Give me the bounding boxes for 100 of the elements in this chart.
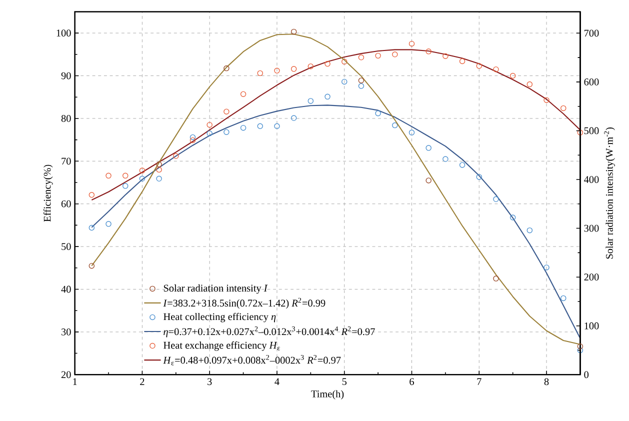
point: [324, 61, 330, 67]
x-tick-label: 3: [208, 378, 212, 386]
point: [577, 344, 584, 350]
point: [408, 41, 415, 47]
x-tick-label: 4: [274, 378, 280, 386]
y2-tick-label: 700: [584, 30, 599, 37]
point: [476, 63, 482, 70]
legend-label: Heat collecting efficiency η: [164, 313, 276, 322]
point: [526, 82, 533, 88]
point: [206, 130, 212, 137]
y-tick-label: 90: [61, 72, 71, 80]
point: [408, 130, 415, 136]
point: [106, 173, 112, 179]
point: [139, 176, 146, 182]
point: [190, 138, 196, 144]
point: [358, 83, 364, 90]
point: [290, 29, 297, 35]
point: [577, 348, 584, 354]
point: [173, 153, 179, 160]
point: [240, 125, 246, 131]
point: [88, 263, 95, 269]
y2-tick-label: 200: [584, 274, 599, 281]
point: [510, 73, 516, 79]
point: [139, 168, 146, 174]
y2-tick-label: 100: [584, 322, 599, 330]
point: [442, 53, 448, 60]
text: H$_{ε}$=0.48+0.097x+0.008x$^{2}$–0002x$^{3}$ R$^{2}$=0.97: [163, 355, 341, 366]
y-tick-label: 50: [62, 243, 71, 250]
y-tick-label: 20: [61, 371, 71, 378]
x-tick-label: 6: [410, 378, 414, 386]
y-tick-label: 80: [61, 115, 71, 122]
point: [358, 78, 364, 84]
point: [224, 109, 230, 115]
point: [510, 214, 516, 221]
point: [106, 221, 112, 228]
point: [544, 264, 550, 271]
x-axis-title: Time(h): [311, 390, 344, 400]
point: [274, 124, 280, 130]
point: [560, 106, 566, 112]
y-tick-label: 100: [56, 30, 71, 37]
point: [190, 134, 196, 140]
point: [156, 167, 162, 173]
point: [122, 173, 128, 179]
point: [375, 53, 381, 59]
x-tick-label: 8: [544, 378, 549, 386]
x-tick-label: 1: [73, 378, 77, 386]
text: η=0.37+0.12x+0.027x$^{2}$–0.012x$^{3}$+0.0014x$^{4}$ R$^{2}$=0.97: [164, 326, 375, 338]
y-tick-label: 60: [61, 200, 71, 208]
y-axis-title: Efficiency(%): [43, 165, 53, 222]
point: [324, 94, 330, 100]
line-series: [91, 49, 580, 201]
point: [442, 156, 448, 162]
point: [224, 130, 230, 136]
point: [459, 162, 466, 168]
y2-axis-title: Solar radiation intensity(W·m$^{-2}$): [604, 128, 615, 259]
point: [156, 176, 162, 182]
point: [526, 228, 533, 234]
point: [257, 70, 264, 76]
point: [476, 174, 482, 180]
point: [459, 58, 466, 64]
point: [156, 162, 162, 168]
point: [358, 54, 364, 61]
point: [122, 183, 128, 190]
y-tick-label: 40: [61, 286, 71, 293]
point: [88, 192, 95, 198]
y-tick-label: 70: [62, 158, 71, 165]
point: [392, 52, 398, 58]
legend-label: Heat exchange efficiency H$_{ε}$: [164, 342, 280, 352]
point: [493, 196, 499, 202]
point: [426, 145, 432, 152]
y2-tick-label: 300: [584, 225, 599, 232]
point: [392, 122, 398, 128]
point: [342, 79, 348, 85]
point: [257, 124, 264, 130]
point: [544, 97, 550, 104]
point: [206, 122, 212, 128]
y-tick-label: 30: [62, 328, 71, 336]
point: [426, 178, 432, 184]
point: [88, 225, 95, 231]
point: [308, 98, 314, 104]
point: [290, 115, 297, 122]
y2-tick-label: 500: [584, 128, 599, 134]
point: [426, 48, 432, 55]
y2-tick-label: 600: [584, 78, 599, 86]
x-tick-label: 5: [342, 378, 347, 386]
point: [493, 66, 499, 72]
point: [493, 276, 499, 282]
point: [224, 66, 230, 72]
legend-label: I=383.2+318.5sin(0.72x–1.42) R$^{2}$=0.99: [163, 298, 326, 309]
point: [240, 92, 246, 98]
point: [274, 68, 280, 74]
point: [560, 296, 566, 302]
x-tick-label: 7: [477, 378, 482, 386]
point: [342, 59, 348, 65]
point: [290, 66, 297, 72]
point: [375, 110, 381, 116]
line-series: [91, 104, 580, 340]
y2-tick-label: 0: [584, 371, 589, 378]
point: [577, 130, 584, 136]
point: [308, 64, 314, 70]
